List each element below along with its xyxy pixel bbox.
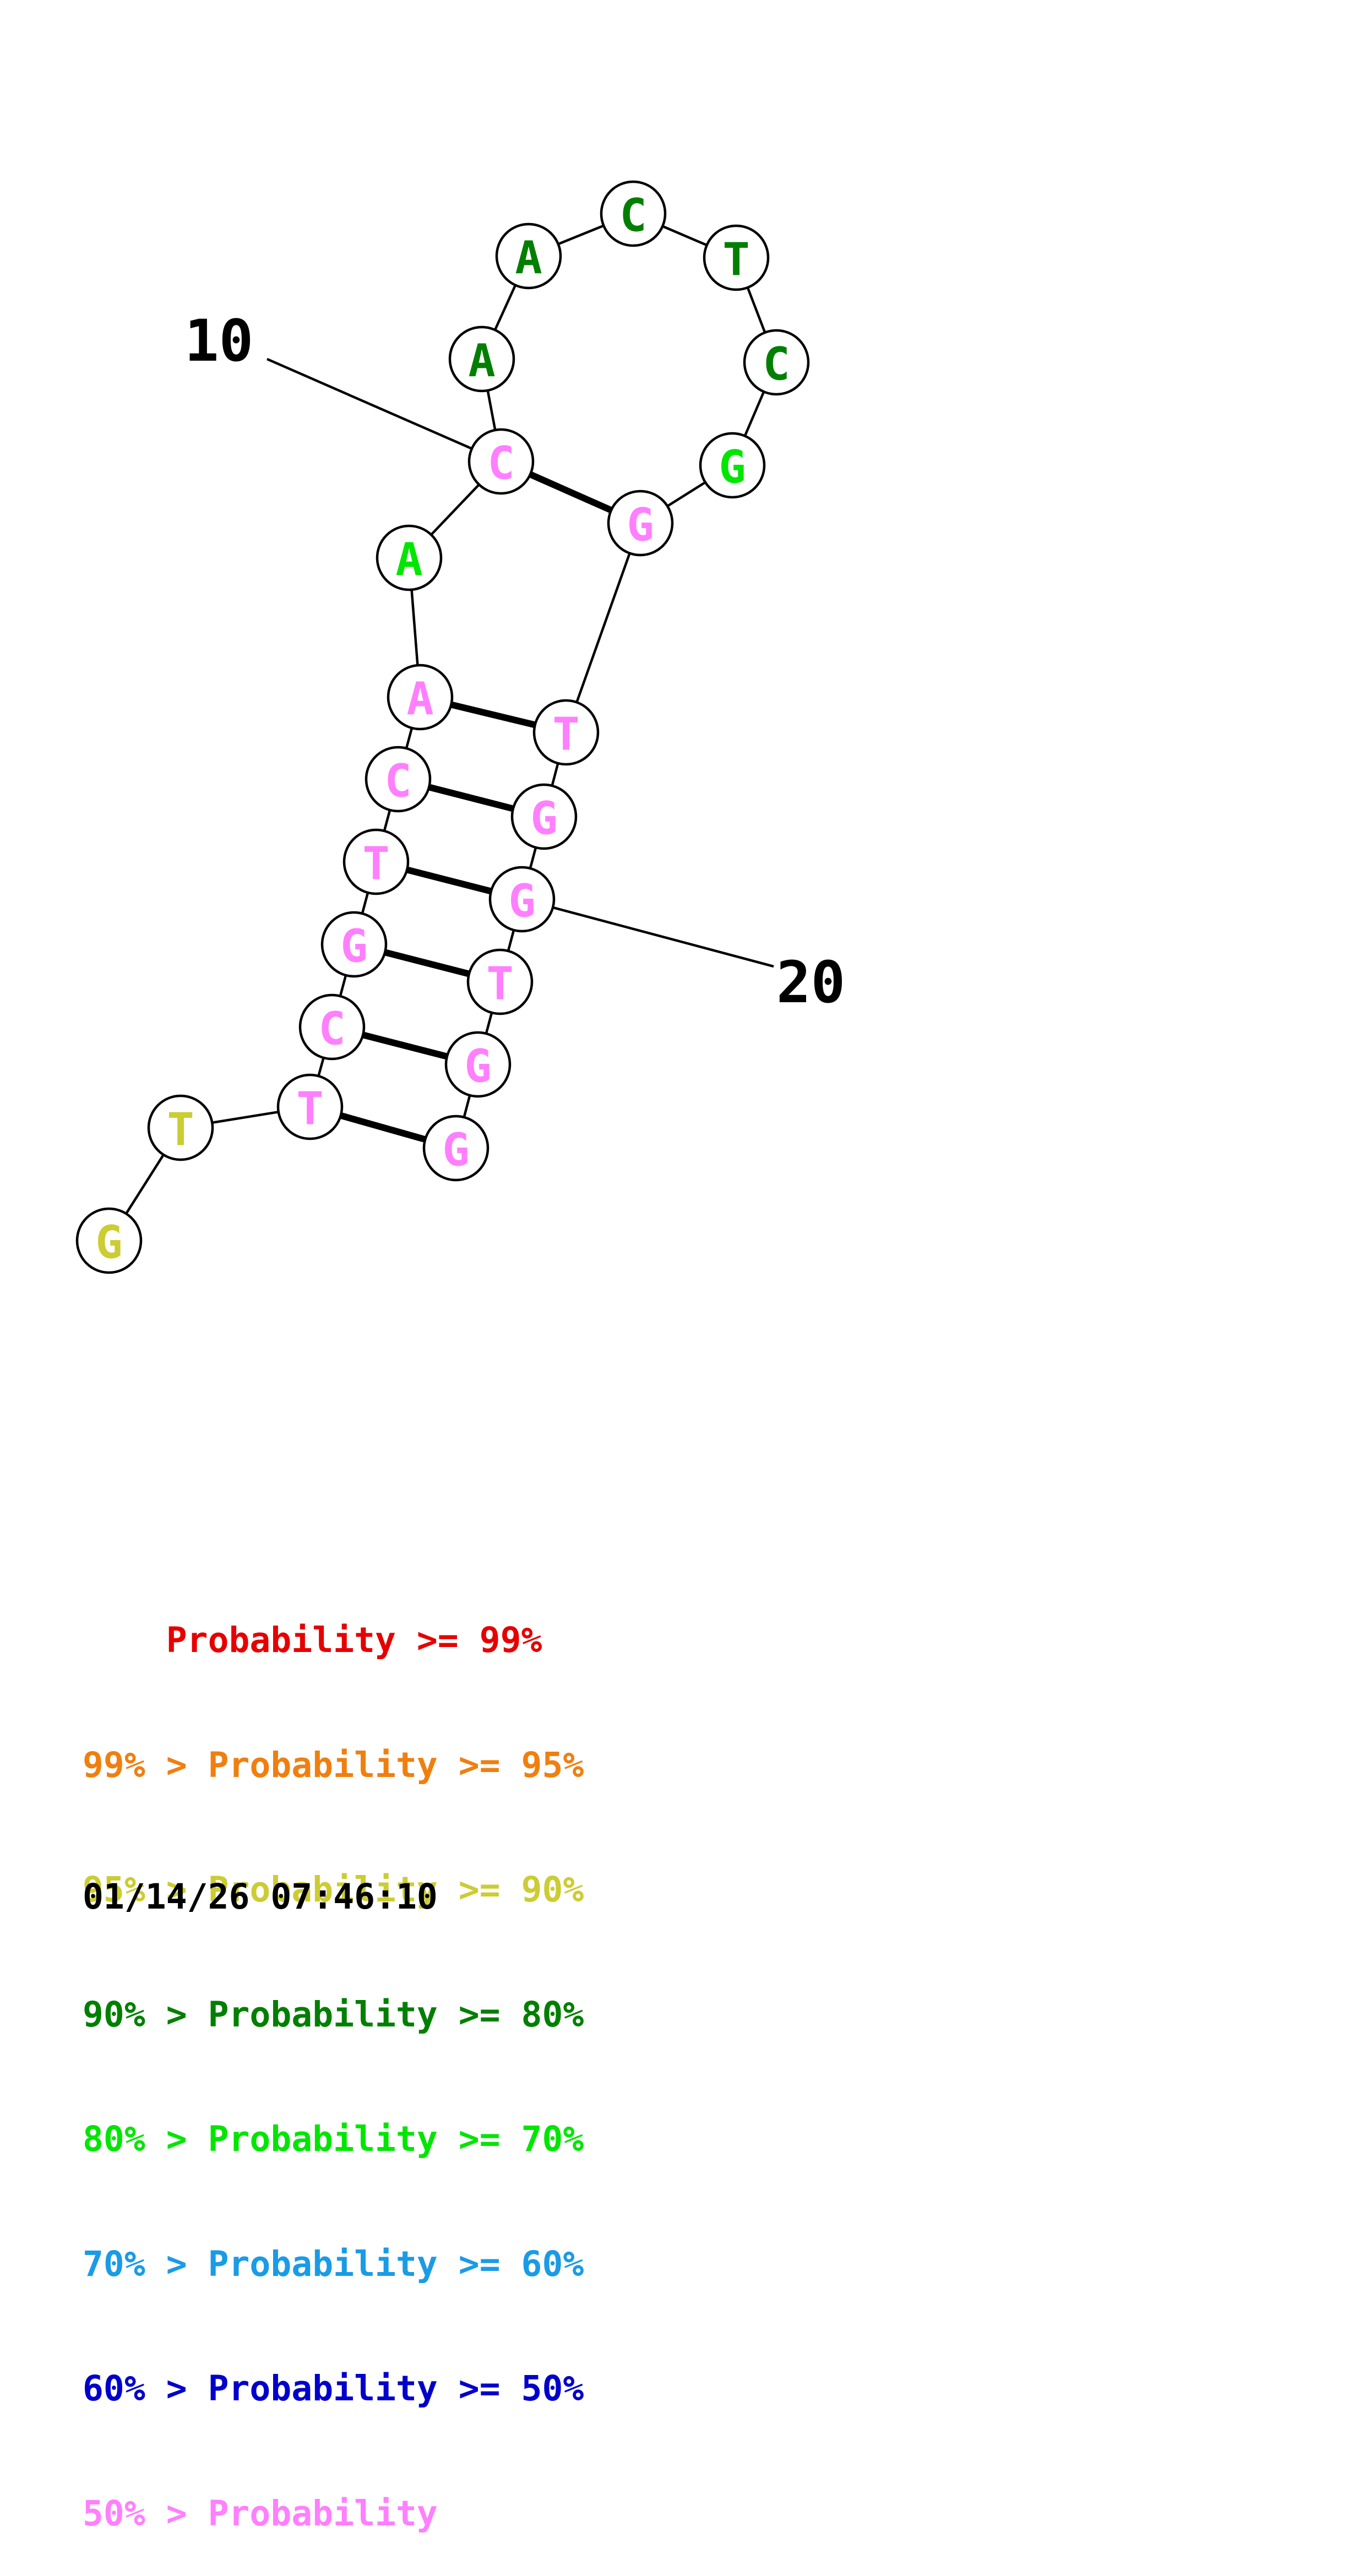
nucleotide: A (376, 524, 443, 591)
nucleotide-circle (466, 948, 534, 1015)
legend-row-99: Probability >= 99% (83, 1620, 542, 1660)
nucleotide-letter: A (515, 232, 542, 285)
nucleotide: T (466, 948, 534, 1015)
nucleotide-letter: T (486, 958, 513, 1010)
nucleotide-letter: C (384, 756, 411, 808)
nucleotide-letter: C (318, 1003, 345, 1056)
nucleotide-letter: C (487, 438, 514, 490)
legend-row-80: 90% > Probability >= 80% (83, 1994, 584, 2035)
nucleotide: C (365, 746, 432, 813)
nucleotide-letter: G (508, 876, 535, 928)
nucleotide: G (422, 1115, 490, 1182)
nucleotide-letter: G (627, 499, 654, 552)
nucleotide-circle (600, 180, 667, 247)
nucleotide-circle (444, 1031, 512, 1098)
nucleotide-letter: G (442, 1124, 469, 1177)
probability-legend: Probability >= 99% 99% > Probability >= … (83, 1536, 584, 2576)
nucleotide-circle (365, 746, 432, 813)
nucleotide-circle (703, 224, 770, 291)
nucleotide-letter: A (395, 534, 422, 586)
backbone-link (564, 523, 642, 733)
nucleotide-letter: G (95, 1217, 122, 1269)
nucleotide-letter: T (296, 1083, 323, 1135)
nucleotide-letter: T (722, 234, 749, 286)
nucleotide: C (298, 993, 366, 1061)
legend-row-60: 70% > Probability >= 60% (83, 2243, 584, 2284)
nucleotide-circle (467, 428, 535, 495)
nucleotide-circle (342, 828, 410, 895)
legend-row-95: 99% > Probability >= 95% (83, 1744, 584, 1785)
nucleotide: G (699, 432, 766, 499)
legend-row-below-50: 50% > Probability (83, 2493, 438, 2534)
nucleotide: G (75, 1207, 143, 1274)
nucleotide-letter: G (464, 1041, 491, 1093)
nucleotide: C (600, 180, 667, 247)
nucleotide-circle (448, 325, 515, 393)
nucleotide-letter: A (406, 673, 433, 726)
nucleotide: C (467, 428, 535, 495)
nucleotide: T (532, 699, 600, 766)
nucleotide: G (607, 490, 674, 557)
nucleotide-circle (387, 664, 454, 731)
nucleotide-letter: T (362, 838, 389, 890)
nucleotide: C (743, 329, 810, 396)
nucleotide: A (448, 325, 515, 393)
nucleotide-circle (298, 993, 366, 1061)
nucleotide-circle (75, 1207, 143, 1274)
nucleotide-letter: G (530, 793, 557, 845)
nucleotide: A (387, 664, 454, 731)
nucleotide: T (147, 1094, 214, 1161)
nucleotide-letter: C (763, 339, 790, 391)
nucleotide: G (488, 866, 556, 933)
index-label: 10 (184, 307, 253, 374)
nucleotide-letter: C (619, 190, 646, 242)
nucleotide: G (510, 783, 578, 850)
nucleotide-letter: G (340, 921, 367, 973)
nucleotide-circle (699, 432, 766, 499)
nucleotide-circle (422, 1115, 490, 1182)
nucleotide-letter: A (468, 335, 495, 388)
index-tick-line (267, 357, 502, 463)
nucleotide-circle (495, 222, 562, 290)
nucleotide-circle (743, 329, 810, 396)
nucleotide: G (444, 1031, 512, 1098)
nucleotide: T (276, 1073, 344, 1140)
legend-row-70: 80% > Probability >= 70% (83, 2119, 584, 2159)
nucleotide-circle (320, 911, 388, 978)
nucleotide-circle (488, 866, 556, 933)
nucleotide-letter: G (719, 442, 746, 494)
nucleotide: A (495, 222, 562, 290)
nucleotide-letter: T (552, 709, 579, 761)
nucleotide: G (320, 911, 388, 978)
index-ticks: 10 20 (184, 307, 845, 1016)
index-tick-line (521, 898, 774, 968)
nucleotide-circle (510, 783, 578, 850)
nucleotide: T (342, 828, 410, 895)
nucleotide-circle (276, 1073, 344, 1140)
nucleotide-circle (607, 490, 674, 557)
legend-row-90: 95% > Probability >= 90% (83, 1869, 584, 1910)
nucleotide-circle (532, 699, 600, 766)
index-label: 20 (776, 949, 845, 1016)
nucleotide-circle (147, 1094, 214, 1161)
timestamp: 01/14/26 07:46:10 (83, 1877, 438, 1917)
nucleotide-letter: T (167, 1104, 194, 1156)
legend-row-50: 60% > Probability >= 50% (83, 2368, 584, 2409)
nucleotide-circle (376, 524, 443, 591)
nucleotide: T (703, 224, 770, 291)
